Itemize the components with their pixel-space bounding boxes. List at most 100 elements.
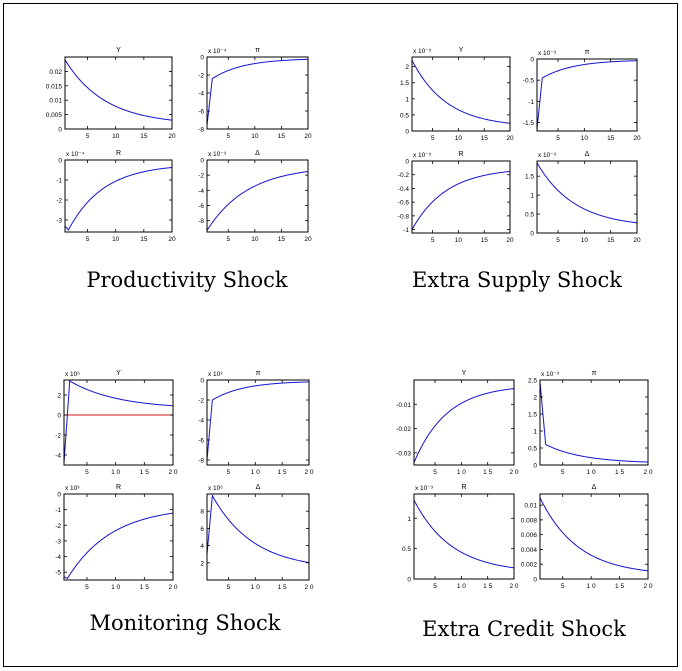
series-line — [206, 171, 309, 231]
y-tick-label: 0.015 — [46, 83, 63, 90]
y-tick-label: 0 — [530, 231, 534, 238]
x-tick-label: 20 — [633, 135, 641, 142]
y-tick-label: 2 — [533, 395, 537, 402]
y-tick-label: 6 — [200, 526, 204, 533]
x-tick-label: 1 5 — [483, 469, 492, 476]
subplot-9: 5 1 0 1 5 2 0 -8 -6 -4 -2 0 π x 10³ — [198, 370, 314, 476]
plot-frame — [411, 160, 511, 234]
y-tick-label: 0.5 — [525, 212, 534, 219]
y-tick-label: 0 — [58, 158, 62, 165]
subplot-title: π — [592, 370, 597, 377]
series-line — [539, 497, 649, 572]
y-tick-label: 0 — [200, 158, 204, 165]
subplot-2: 5 10 15 20 -3 -2 -1 0 Rx 10⁻⁴ — [56, 150, 176, 243]
series-line — [536, 162, 638, 224]
y-tick-label: 2 — [57, 393, 61, 400]
x-tick-label: 5 — [431, 237, 435, 244]
x-tick-label: 5 — [227, 469, 231, 476]
subplot-4: 5 10 15 20 0 0.5 1 1.5 2 Yx 10⁻³ — [400, 47, 514, 142]
x-tick-label: 10 — [581, 237, 589, 244]
x-tick-label: 15 — [607, 135, 615, 142]
subplot-title: π — [256, 370, 261, 377]
x-tick-label: 20 — [633, 237, 641, 244]
y-tick-label: 0.005 — [46, 112, 63, 119]
x-tick-label: 1 5 — [278, 469, 287, 476]
subplot-title: Y — [116, 370, 121, 377]
y-tick-label: -2 — [55, 523, 61, 530]
y-tick-label: -2 — [56, 198, 62, 205]
y-tick-label: 0 — [405, 159, 409, 166]
subplot-8: 5 1 0 1 5 2 0 -4 -2 0 2 Yx 10⁶ — [55, 370, 178, 476]
axis-exponent-label: x 10⁻³ — [413, 48, 432, 55]
x-tick-label: 20 — [506, 135, 514, 142]
y-tick-label: 0 — [530, 57, 534, 64]
x-tick-label: 10 — [112, 236, 120, 243]
subplot-title: Δ — [256, 484, 261, 491]
subplot-15: 5 1 0 1 5 2 0 0 0.002 0.004 0.006 0.008 0.01 Δ — [521, 484, 653, 590]
plot-frame — [536, 160, 638, 234]
series-line — [539, 381, 649, 463]
y-tick-label: 0 — [405, 129, 409, 136]
caption-extra-supply-shock: Extra Supply Shock — [412, 268, 622, 292]
y-tick-label: -3 — [55, 538, 61, 545]
y-tick-label: 1 — [530, 193, 534, 200]
y-tick-label: -6 — [198, 203, 204, 210]
axis-exponent-label: x 10⁶ — [208, 485, 223, 492]
y-tick-label: -5 — [55, 570, 61, 577]
plot-frame — [206, 56, 309, 130]
x-tick-label: 2 0 — [643, 469, 652, 476]
y-tick-label: -3 — [56, 218, 62, 225]
y-tick-label: -0.4 — [398, 186, 410, 193]
x-tick-label: 5 — [86, 236, 90, 243]
y-tick-label: 0 — [407, 577, 411, 584]
y-tick-label: 1 — [405, 96, 409, 103]
y-tick-label: -2 — [198, 73, 204, 80]
y-tick-label: -0.2 — [398, 172, 410, 179]
x-tick-label: 20 — [168, 133, 176, 140]
y-tick-label: 0.004 — [521, 547, 538, 554]
y-tick-label: 1 — [533, 429, 537, 436]
subplot-5: 5 10 15 20 -1.5 -1 -0.5 0 π x 10⁻³ — [523, 49, 641, 142]
x-tick-label: 20 — [304, 133, 312, 140]
x-tick-label: 1 5 — [140, 584, 149, 591]
y-tick-label: -6 — [198, 109, 204, 116]
y-tick-label: 0 — [58, 127, 62, 134]
y-tick-label: 4 — [200, 543, 204, 550]
y-tick-label: 0.008 — [521, 517, 538, 524]
x-tick-label: 20 — [506, 237, 514, 244]
x-tick-label: 15 — [278, 236, 286, 243]
y-tick-label: 0 — [57, 413, 61, 420]
subplot-14: 5 1 0 1 5 2 0 0 0.5 1 Rx 10⁻³ — [402, 484, 519, 590]
y-tick-label: -4 — [198, 91, 204, 98]
y-tick-label: 2 — [200, 560, 204, 567]
x-tick-label: 1 5 — [615, 469, 624, 476]
series-line — [411, 170, 511, 230]
plot-frame — [536, 58, 638, 132]
axis-exponent-label: x 10⁻³ — [541, 371, 560, 378]
axis-exponent-label: x 10⁻³ — [538, 50, 557, 57]
x-tick-label: 1 0 — [111, 584, 120, 591]
plot-frame — [411, 56, 511, 132]
x-tick-label: 5 — [226, 133, 230, 140]
y-tick-label: -8 — [198, 218, 204, 225]
subplot-6: 5 10 15 20 -1 -0.8 -0.6 -0.4 -0.2 0 Rx 10⁻³ — [398, 151, 514, 244]
caption-productivity-shock: Productivity Shock — [86, 268, 288, 292]
y-tick-label: 2 — [405, 64, 409, 71]
subplot-title: R — [116, 484, 121, 491]
plot-frame — [206, 493, 310, 581]
axis-exponent-label: x 10⁻⁴ — [208, 48, 227, 55]
y-tick-label: 0.002 — [521, 562, 538, 569]
y-tick-label: -4 — [198, 188, 204, 195]
subplot-11: 5 1 0 1 5 2 0 2 4 6 8 Δx 10⁶ — [200, 484, 314, 591]
y-tick-label: 0.01 — [49, 98, 62, 105]
y-tick-label: 1.5 — [400, 80, 409, 87]
x-tick-label: 15 — [481, 237, 489, 244]
x-tick-label: 2 0 — [168, 584, 177, 591]
x-tick-label: 10 — [251, 133, 259, 140]
plot-frame — [539, 379, 649, 466]
x-tick-label: 10 — [112, 133, 120, 140]
y-tick-label: 0.5 — [528, 446, 537, 453]
x-tick-label: 5 — [556, 135, 560, 142]
subplot-0: 5 10 15 20 0 0.005 0.01 0.015 0.02 Y — [46, 47, 176, 140]
x-tick-label: 2 0 — [168, 469, 177, 476]
